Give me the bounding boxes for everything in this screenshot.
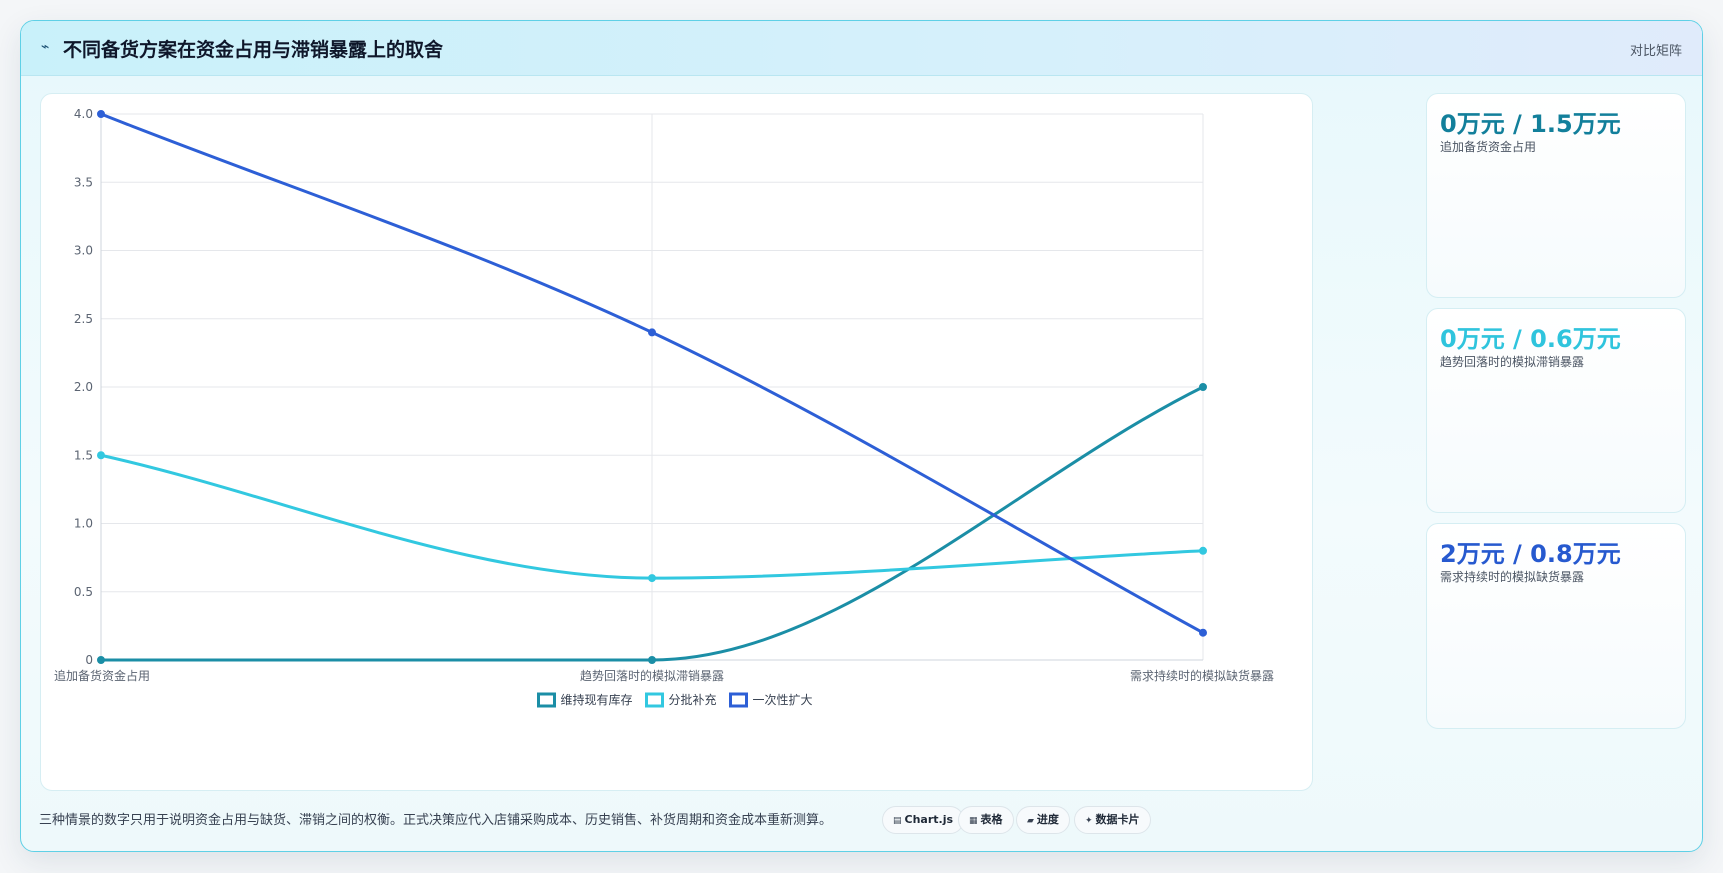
- stat-card-capital: 0万元 / 1.5万元 追加备货资金占用: [1426, 93, 1686, 298]
- y-tick-label: 2.5: [74, 312, 93, 326]
- chart-icon: ▤: [893, 816, 902, 826]
- footnote: 三种情景的数字只用于说明资金占用与缺货、滞销之间的权衡。正式决策应代入店铺采购成…: [39, 813, 833, 828]
- pill-label: 数据卡片: [1095, 813, 1140, 826]
- pill-chartjs[interactable]: ▤ Chart.js: [882, 806, 965, 834]
- comparison-card: ⌁ 不同备货方案在资金占用与滞销暴露上的取舍 对比矩阵 0 0.5 1.0 1.5 2.…: [20, 20, 1703, 852]
- legend-swatch: [645, 692, 664, 708]
- data-point: [1199, 383, 1207, 391]
- x-tick-label: 追加备货资金占用: [54, 668, 150, 683]
- legend-label: 分批补充: [669, 692, 717, 707]
- pill-datacard[interactable]: ✦ 数据卡片: [1074, 806, 1151, 834]
- x-tick-label: 需求持续时的模拟缺货暴露: [1130, 668, 1274, 683]
- data-point: [648, 656, 656, 664]
- stat-label: 需求持续时的模拟缺货暴露: [1440, 570, 1585, 584]
- pill-label: 表格: [980, 813, 1003, 826]
- chart-panel: 0 0.5 1.0 1.5 2.0 2.5 3.0 3.5 4.0 追加备货资金占用 趋势回落时的模…: [40, 93, 1313, 791]
- page-title: 不同备货方案在资金占用与滞销暴露上的取舍: [63, 39, 444, 61]
- y-tick-label: 1.0: [74, 517, 93, 531]
- data-point: [648, 328, 656, 337]
- pill-progress[interactable]: ▰ 进度: [1016, 806, 1070, 834]
- y-tick-label: 3.0: [74, 244, 93, 258]
- stat-value: 0万元 / 1.5万元: [1440, 110, 1621, 138]
- y-tick-label: 0: [85, 653, 93, 667]
- legend-swatch: [537, 692, 556, 708]
- data-point: [97, 656, 105, 664]
- y-tick-label: 2.0: [74, 380, 93, 394]
- stat-value: 2万元 / 0.8万元: [1440, 540, 1621, 568]
- data-point: [1199, 628, 1207, 637]
- data-point: [1199, 546, 1207, 555]
- sparkle-icon: ✦: [1085, 816, 1093, 826]
- stat-card-stockout: 2万元 / 0.8万元 需求持续时的模拟缺货暴露: [1426, 523, 1686, 729]
- data-point: [97, 110, 105, 118]
- data-point: [648, 574, 656, 583]
- line-chart: 0 0.5 1.0 1.5 2.0 2.5 3.0 3.5 4.0 追加备货资金占用 趋势回落时的模…: [54, 107, 1274, 708]
- y-tick-label: 1.5: [74, 448, 93, 462]
- legend-swatch: [729, 692, 748, 708]
- lightning-icon: ⌁: [41, 39, 50, 55]
- x-tick-label: 趋势回落时的模拟滞销暴露: [580, 668, 724, 683]
- y-tick-label: 3.5: [74, 175, 93, 189]
- header-right-label: 对比矩阵: [1629, 44, 1682, 59]
- pill-label: 进度: [1036, 813, 1059, 826]
- y-tick-label: 0.5: [74, 585, 93, 599]
- table-icon: ▦: [969, 816, 978, 826]
- legend-label: 一次性扩大: [753, 693, 813, 707]
- card-header: ⌁ 不同备货方案在资金占用与滞销暴露上的取舍 对比矩阵: [21, 21, 1702, 76]
- data-point: [97, 451, 105, 460]
- y-tick-label: 4.0: [74, 107, 93, 121]
- legend-label: 维持现有库存: [561, 692, 633, 707]
- progress-icon: ▰: [1027, 816, 1034, 826]
- stat-value: 0万元 / 0.6万元: [1440, 325, 1621, 353]
- stat-label: 趋势回落时的模拟滞销暴露: [1440, 355, 1585, 369]
- stat-card-overstock: 0万元 / 0.6万元 趋势回落时的模拟滞销暴露: [1426, 308, 1686, 513]
- pill-table[interactable]: ▦ 表格: [958, 806, 1014, 834]
- pill-label: Chart.js: [904, 813, 954, 826]
- stat-label: 追加备货资金占用: [1440, 140, 1537, 154]
